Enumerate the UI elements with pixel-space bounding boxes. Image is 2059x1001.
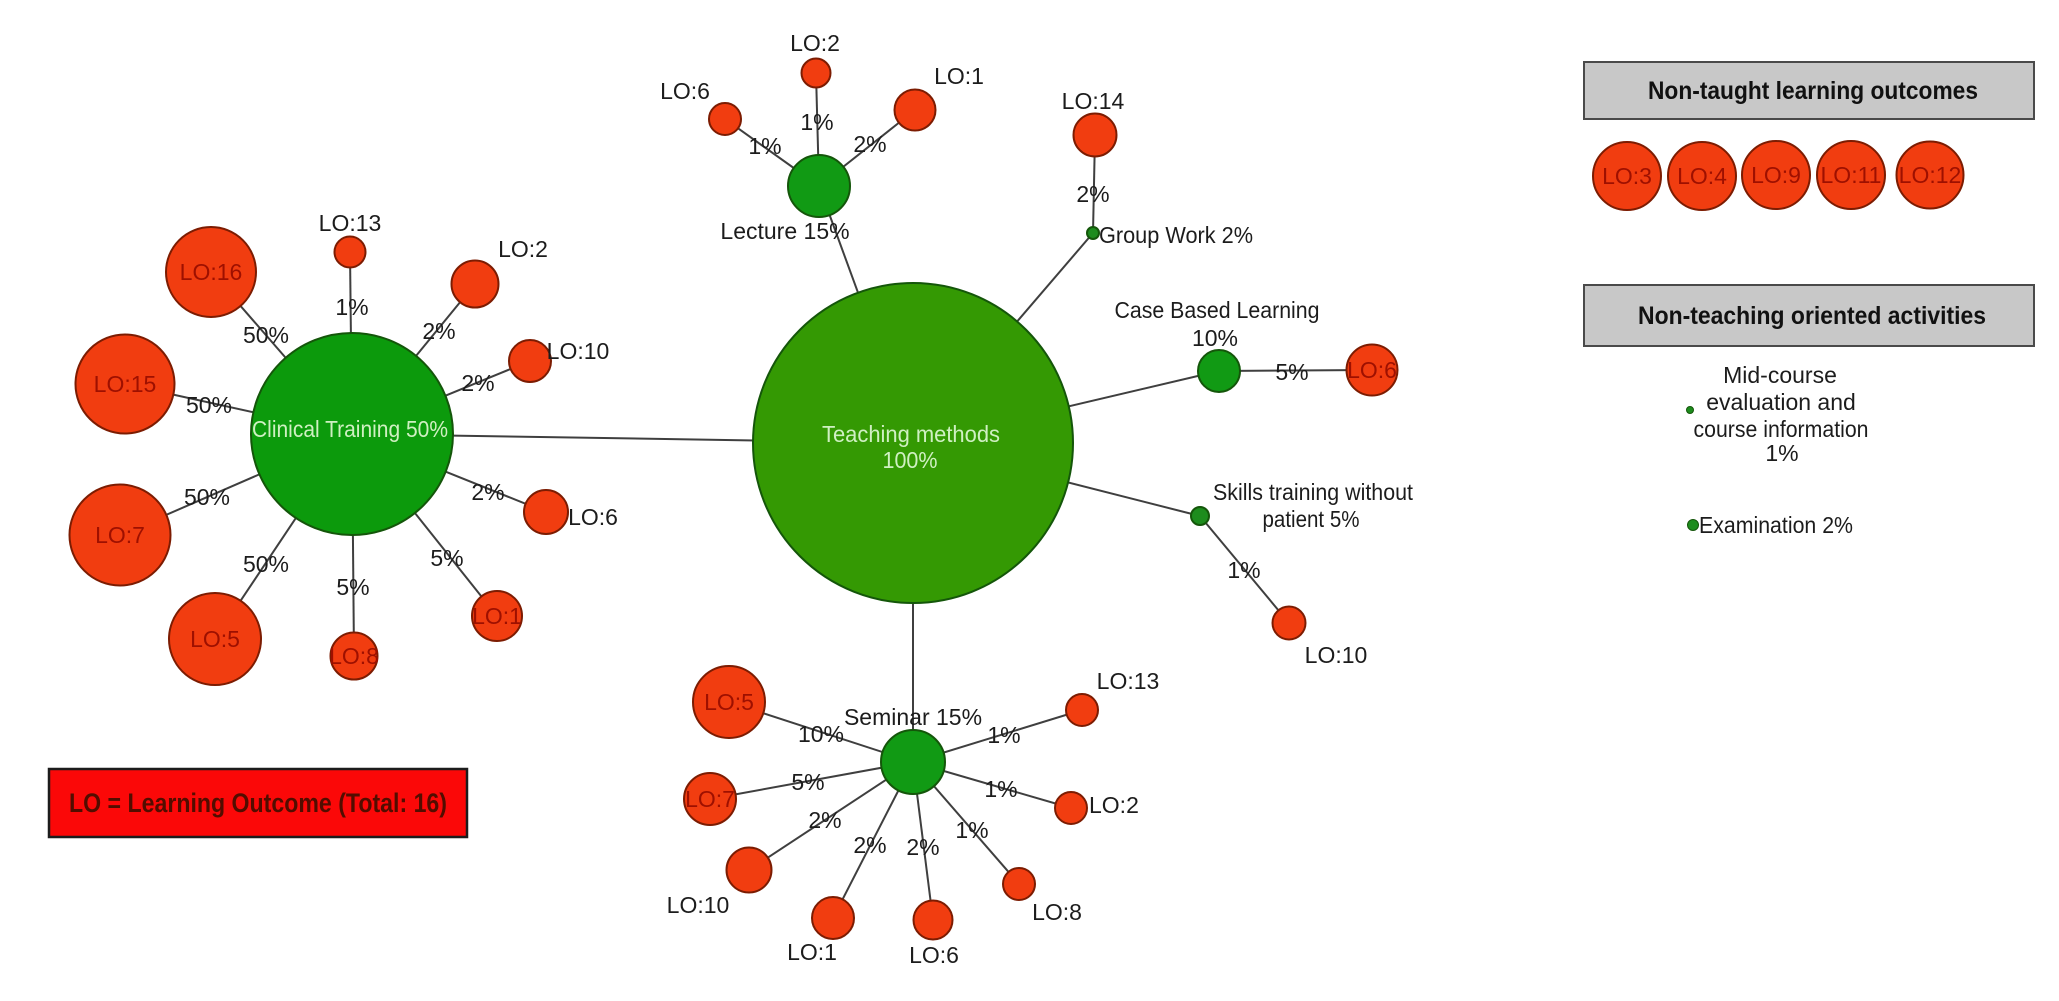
svg-text:2%: 2%	[853, 131, 886, 157]
svg-text:LO = Learning Outcome (Total:: LO = Learning Outcome (Total: 16)	[69, 788, 447, 818]
svg-text:Examination 2%: Examination 2%	[1699, 512, 1853, 538]
svg-text:LO:1: LO:1	[472, 603, 522, 629]
svg-text:LO:9: LO:9	[1751, 162, 1801, 188]
svg-text:5%: 5%	[1275, 359, 1308, 385]
svg-text:LO:6: LO:6	[1347, 357, 1397, 383]
svg-text:1%: 1%	[984, 776, 1017, 802]
svg-text:100%: 100%	[883, 447, 938, 473]
svg-text:patient 5%: patient 5%	[1263, 506, 1360, 532]
svg-text:LO:1: LO:1	[934, 63, 984, 89]
svg-text:LO:6: LO:6	[660, 78, 710, 104]
svg-text:1%: 1%	[1227, 557, 1260, 583]
svg-text:5%: 5%	[430, 545, 463, 571]
svg-text:Seminar 15%: Seminar 15%	[844, 704, 982, 730]
svg-text:LO:4: LO:4	[1677, 163, 1727, 189]
svg-text:LO:1: LO:1	[787, 939, 837, 965]
svg-text:Clinical Training 50%: Clinical Training 50%	[252, 416, 448, 442]
svg-text:1%: 1%	[987, 722, 1020, 748]
svg-text:LO:10: LO:10	[1305, 642, 1368, 668]
svg-text:1%: 1%	[748, 133, 781, 159]
svg-text:1%: 1%	[800, 109, 833, 135]
svg-text:2%: 2%	[853, 832, 886, 858]
svg-text:2%: 2%	[808, 807, 841, 833]
svg-text:LO:2: LO:2	[1089, 792, 1139, 818]
svg-text:2%: 2%	[461, 370, 494, 396]
svg-text:LO:3: LO:3	[1602, 163, 1652, 189]
svg-text:2%: 2%	[422, 318, 455, 344]
svg-text:LO:7: LO:7	[95, 522, 145, 548]
svg-text:2%: 2%	[906, 834, 939, 860]
svg-text:LO:7: LO:7	[685, 786, 735, 812]
svg-text:50%: 50%	[243, 322, 289, 348]
svg-text:Non-teaching oriented activiti: Non-teaching oriented activities	[1638, 302, 1986, 330]
svg-text:50%: 50%	[243, 551, 289, 577]
svg-text:LO:14: LO:14	[1062, 88, 1125, 114]
svg-text:Case Based Learning: Case Based Learning	[1115, 297, 1320, 323]
svg-text:evaluation and: evaluation and	[1706, 389, 1856, 415]
svg-text:LO:10: LO:10	[667, 892, 730, 918]
svg-text:1%: 1%	[1765, 440, 1798, 466]
svg-text:5%: 5%	[336, 574, 369, 600]
svg-text:LO:5: LO:5	[190, 626, 240, 652]
svg-text:LO:10: LO:10	[547, 338, 610, 364]
svg-text:course information: course information	[1694, 416, 1869, 442]
svg-text:Teaching methods: Teaching methods	[822, 421, 1000, 447]
svg-text:2%: 2%	[1076, 181, 1109, 207]
svg-text:5%: 5%	[791, 769, 824, 795]
svg-text:LO:16: LO:16	[180, 259, 243, 285]
svg-text:50%: 50%	[184, 484, 230, 510]
svg-text:Group Work 2%: Group Work 2%	[1099, 222, 1253, 248]
svg-text:50%: 50%	[186, 392, 232, 418]
svg-text:LO:6: LO:6	[568, 504, 618, 530]
svg-text:LO:2: LO:2	[790, 30, 840, 56]
svg-text:LO:5: LO:5	[704, 689, 754, 715]
svg-text:LO:11: LO:11	[1821, 162, 1882, 188]
svg-text:LO:8: LO:8	[329, 643, 379, 669]
svg-text:10%: 10%	[798, 721, 844, 747]
svg-text:Skills training without: Skills training without	[1213, 479, 1414, 505]
svg-text:Non-taught learning outcomes: Non-taught learning outcomes	[1648, 77, 1978, 105]
svg-text:Mid-course: Mid-course	[1723, 362, 1837, 388]
svg-text:LO:13: LO:13	[319, 210, 382, 236]
svg-text:10%: 10%	[1192, 325, 1238, 351]
svg-text:2%: 2%	[471, 479, 504, 505]
svg-text:LO:13: LO:13	[1097, 668, 1160, 694]
svg-text:LO:2: LO:2	[498, 236, 548, 262]
svg-text:1%: 1%	[335, 294, 368, 320]
svg-text:LO:8: LO:8	[1032, 899, 1082, 925]
svg-text:LO:12: LO:12	[1899, 162, 1962, 188]
svg-text:Lecture 15%: Lecture 15%	[720, 218, 849, 244]
svg-text:1%: 1%	[955, 817, 988, 843]
svg-text:LO:6: LO:6	[909, 942, 959, 968]
svg-text:LO:15: LO:15	[94, 371, 157, 397]
